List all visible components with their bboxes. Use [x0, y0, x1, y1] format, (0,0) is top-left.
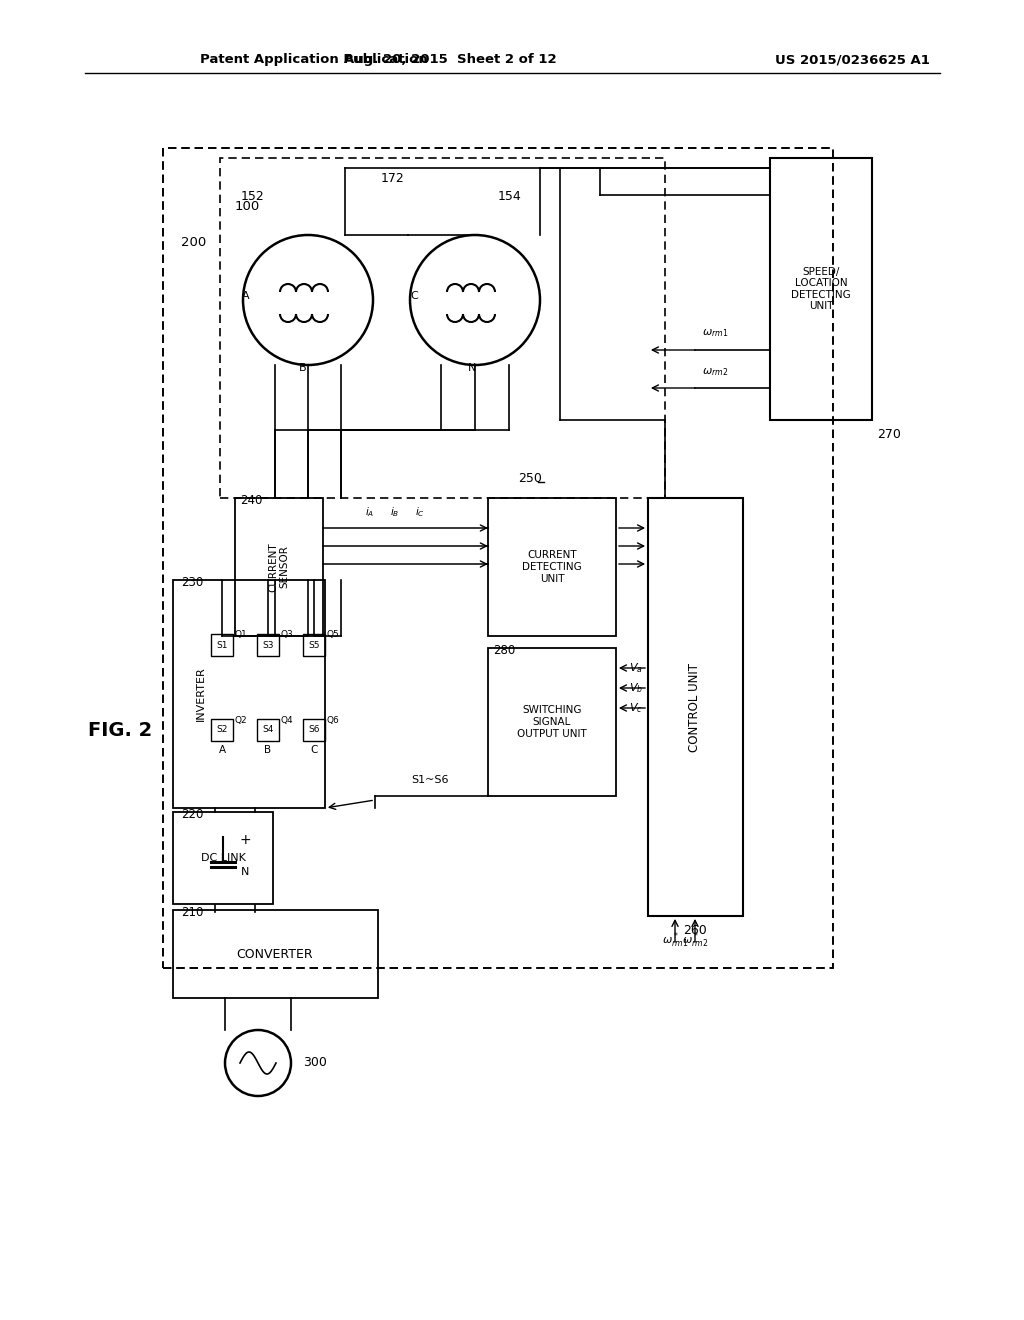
- Text: S4: S4: [262, 726, 273, 734]
- Bar: [234, 498, 323, 636]
- Text: A: A: [218, 744, 225, 755]
- Bar: [173, 579, 325, 808]
- Bar: [303, 634, 325, 656]
- Text: +: +: [240, 833, 251, 847]
- Text: INVERTER: INVERTER: [196, 667, 206, 721]
- Bar: [211, 719, 233, 741]
- Text: Q4: Q4: [281, 715, 293, 725]
- Text: $\omega_{rm1}$: $\omega_{rm1}$: [701, 327, 728, 339]
- Text: $\omega_{rm2}^*$: $\omega_{rm2}^*$: [682, 931, 709, 950]
- Text: $i_B$: $i_B$: [390, 506, 399, 519]
- Text: 172: 172: [381, 172, 404, 185]
- Bar: [257, 719, 279, 741]
- Text: SPEED/
LOCATION
DETECTING
UNIT: SPEED/ LOCATION DETECTING UNIT: [792, 267, 851, 312]
- Text: S5: S5: [308, 640, 319, 649]
- Text: SWITCHING
SIGNAL
OUTPUT UNIT: SWITCHING SIGNAL OUTPUT UNIT: [517, 705, 587, 739]
- Bar: [173, 812, 273, 904]
- Text: S1~S6: S1~S6: [412, 775, 449, 785]
- Text: 100: 100: [234, 199, 260, 213]
- Text: 300: 300: [303, 1056, 327, 1069]
- Text: 220: 220: [181, 808, 204, 821]
- Text: Aug. 20, 2015  Sheet 2 of 12: Aug. 20, 2015 Sheet 2 of 12: [344, 54, 556, 66]
- Text: S6: S6: [308, 726, 319, 734]
- Text: N: N: [468, 363, 476, 374]
- Text: Q1: Q1: [234, 631, 248, 639]
- Text: 270: 270: [877, 429, 901, 441]
- Text: Patent Application Publication: Patent Application Publication: [200, 54, 428, 66]
- Text: 240: 240: [240, 495, 262, 507]
- Bar: [163, 148, 833, 968]
- Text: 210: 210: [181, 907, 204, 920]
- Text: $\omega_{rm1}^*$: $\omega_{rm1}^*$: [662, 931, 688, 950]
- Bar: [220, 158, 665, 498]
- Text: Q6: Q6: [327, 715, 339, 725]
- Text: S3: S3: [262, 640, 273, 649]
- Bar: [163, 148, 833, 968]
- Bar: [648, 498, 743, 916]
- Text: DC LINK: DC LINK: [201, 853, 246, 863]
- Bar: [211, 634, 233, 656]
- Text: 154: 154: [498, 190, 522, 202]
- Text: C: C: [310, 744, 317, 755]
- Bar: [488, 648, 616, 796]
- Text: 230: 230: [181, 577, 203, 590]
- Text: $i_A$: $i_A$: [366, 506, 375, 519]
- Text: N: N: [241, 867, 249, 876]
- Text: $i_C$: $i_C$: [415, 506, 425, 519]
- Text: Q5: Q5: [327, 631, 339, 639]
- Text: 260: 260: [683, 924, 707, 937]
- Text: CURRENT
SENSOR: CURRENT SENSOR: [268, 543, 290, 591]
- Text: CURRENT
DETECTING
UNIT: CURRENT DETECTING UNIT: [522, 550, 582, 583]
- Text: 280: 280: [493, 644, 515, 657]
- Text: $V_c$: $V_c$: [629, 701, 643, 715]
- Bar: [257, 634, 279, 656]
- Text: 152: 152: [241, 190, 265, 202]
- Bar: [770, 158, 872, 420]
- Text: Q2: Q2: [234, 715, 248, 725]
- Text: US 2015/0236625 A1: US 2015/0236625 A1: [775, 54, 930, 66]
- Text: B: B: [299, 363, 307, 374]
- Text: C: C: [411, 290, 418, 301]
- Text: CONTROL UNIT: CONTROL UNIT: [688, 663, 701, 751]
- Text: 200: 200: [181, 236, 206, 249]
- Text: $\omega_{rm2}$: $\omega_{rm2}$: [701, 366, 728, 378]
- Text: S1: S1: [216, 640, 227, 649]
- Text: $V_a$: $V_a$: [629, 661, 643, 675]
- Text: S2: S2: [216, 726, 227, 734]
- Text: 250: 250: [518, 471, 542, 484]
- Text: CONVERTER: CONVERTER: [237, 948, 313, 961]
- Bar: [488, 498, 616, 636]
- Text: A: A: [243, 290, 250, 301]
- Text: FIG. 2: FIG. 2: [88, 721, 153, 739]
- Bar: [173, 909, 378, 998]
- Text: $V_b$: $V_b$: [629, 681, 643, 694]
- Bar: [303, 719, 325, 741]
- Text: B: B: [264, 744, 271, 755]
- Text: Q3: Q3: [281, 631, 293, 639]
